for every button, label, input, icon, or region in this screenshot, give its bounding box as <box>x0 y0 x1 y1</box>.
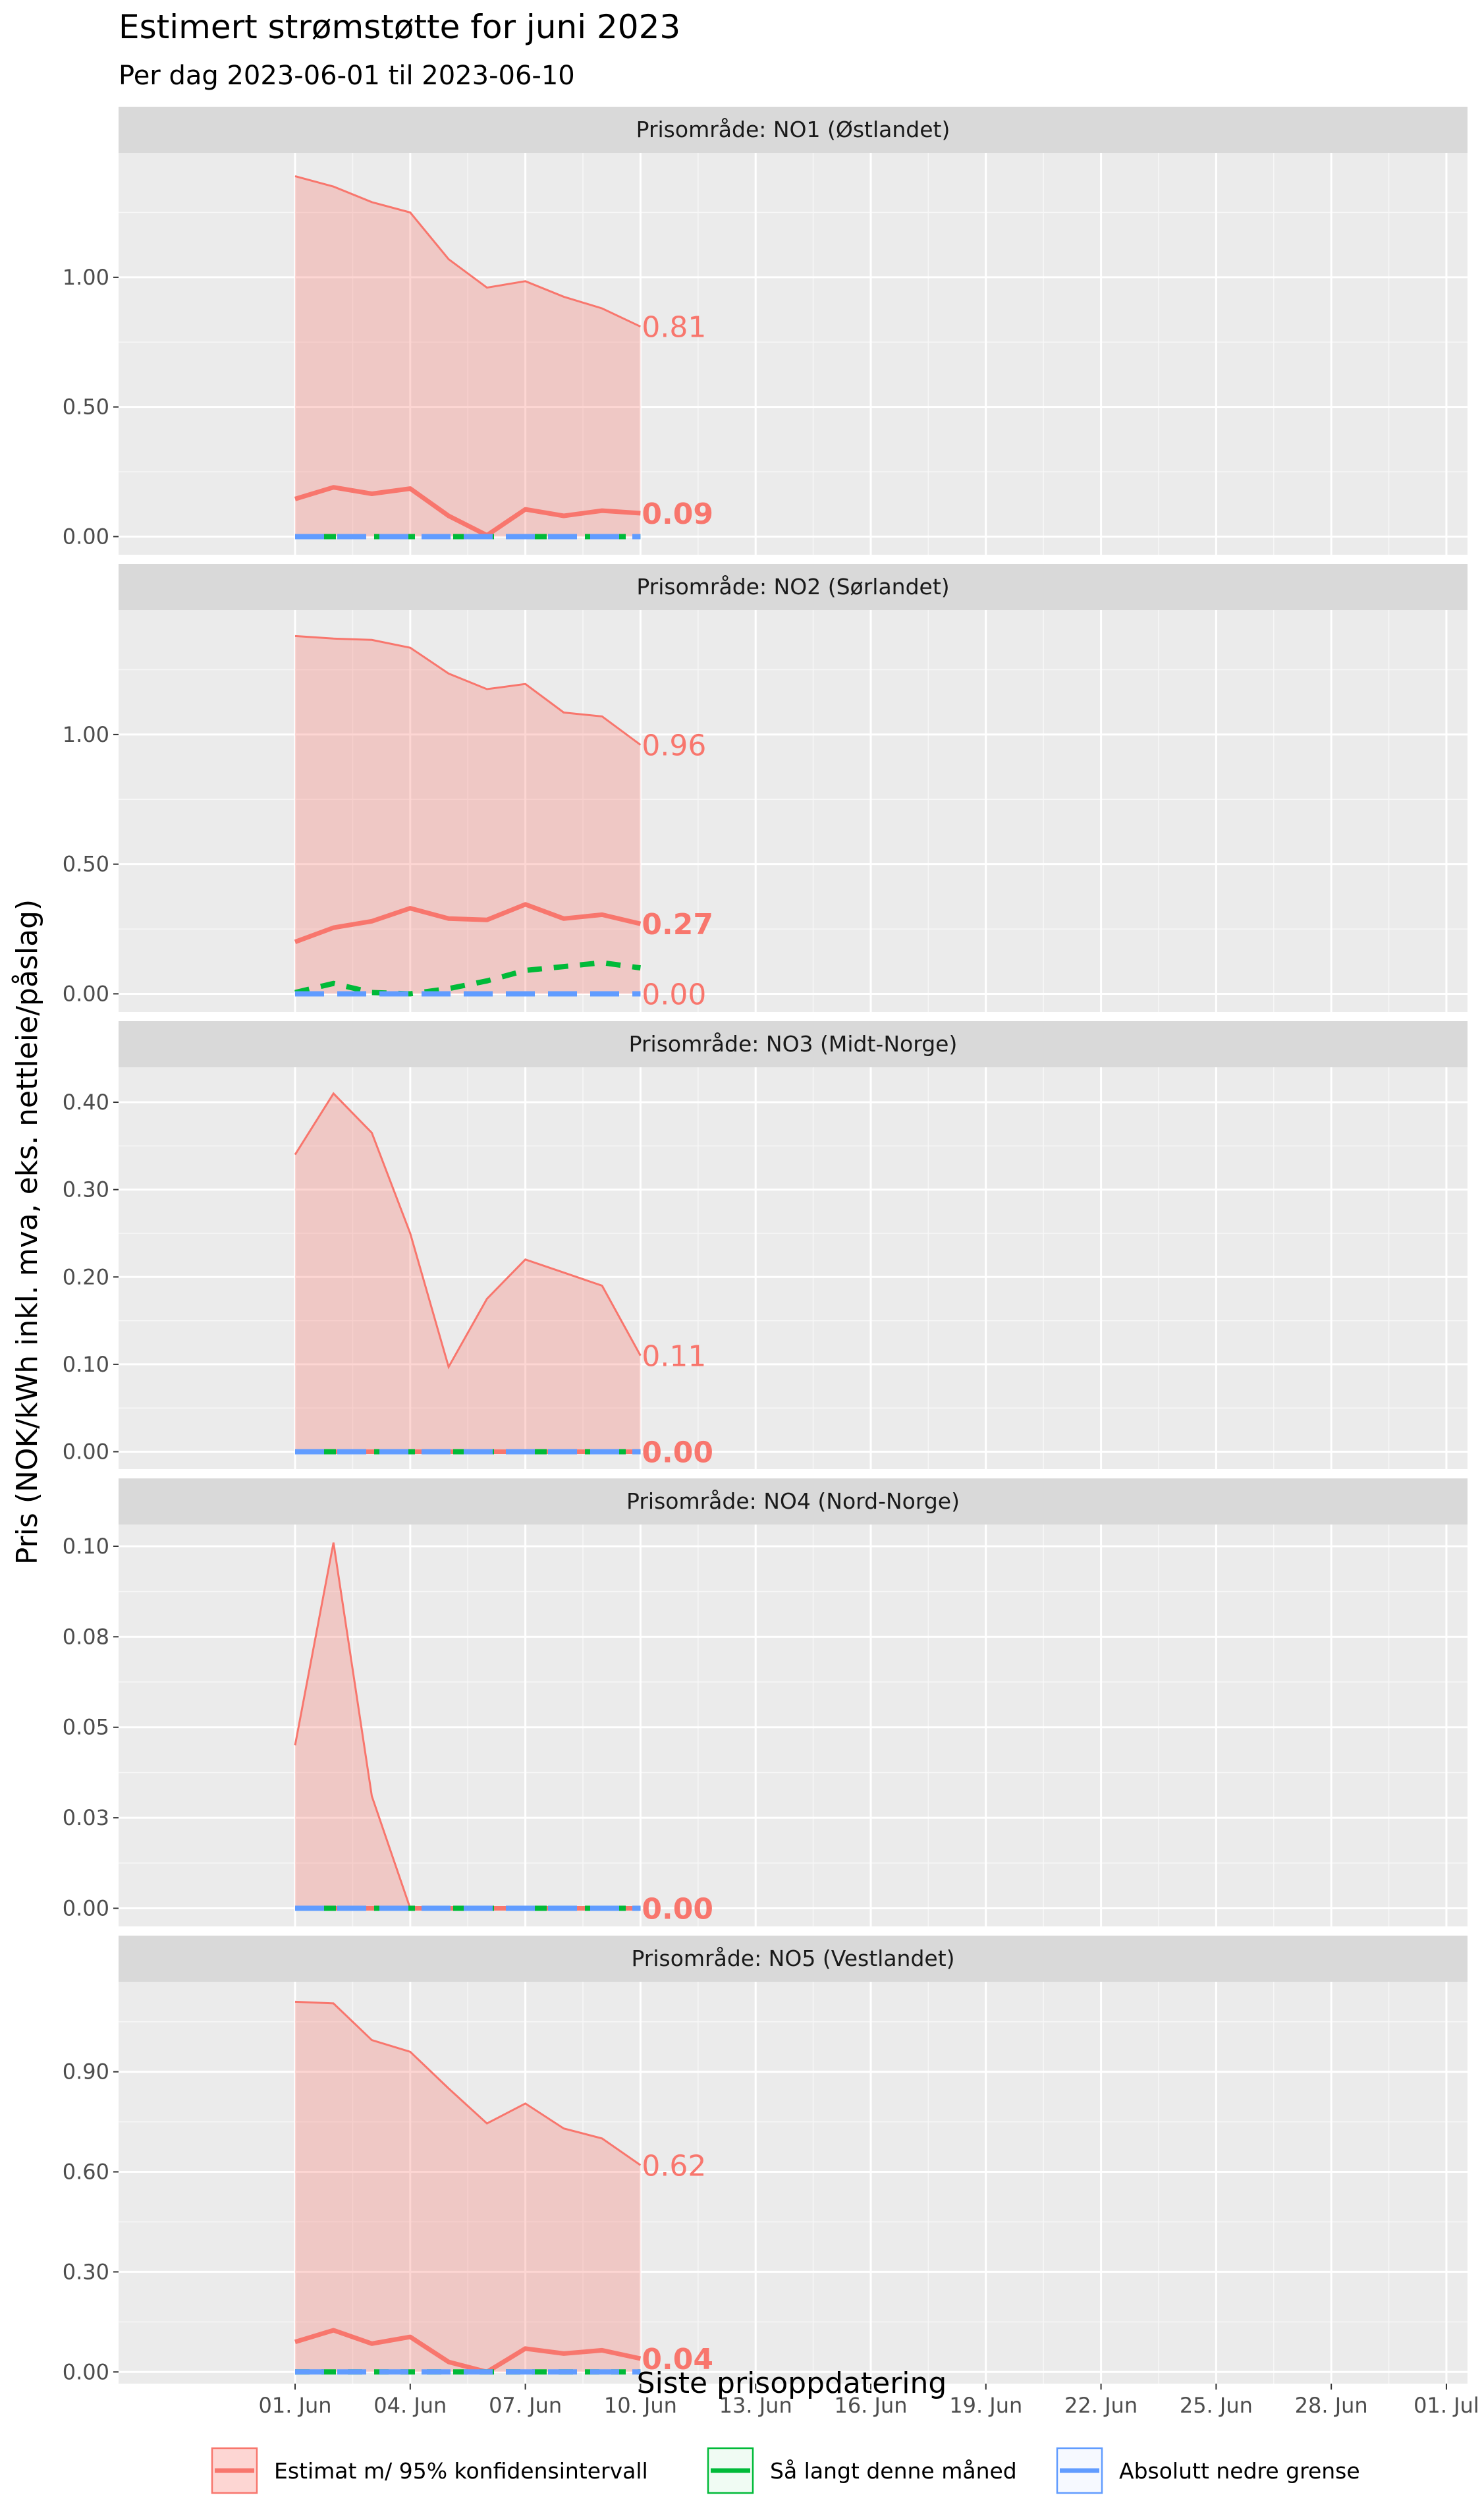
estimate-line <box>294 2328 642 2374</box>
y-axis-title: Pris (NOK/kWh inkl. mva, eks. nettleie/p… <box>11 899 44 1565</box>
panel-strip <box>119 1021 1468 1067</box>
y-tick-label: 0.00 <box>63 2359 109 2384</box>
panel-strip <box>119 1478 1468 1525</box>
upper-bound-line <box>294 2000 642 2166</box>
estimate-line <box>294 902 642 944</box>
y-tick-label: 0.00 <box>63 1439 109 1464</box>
confidence-band <box>295 1542 641 1909</box>
y-tick-label: 0.20 <box>63 1264 109 1289</box>
y-tick-label: 0.03 <box>63 1805 109 1830</box>
legend-item: Absolutt nedre grense <box>1056 2447 1360 2494</box>
end-value-label: 0.62 <box>642 2149 706 2183</box>
panel-3: Prisområde: NO3 (Midt-Norge) 0.00 0.10 0.20… <box>63 1021 1468 1469</box>
x-tick-label: 01. Jul <box>1413 2393 1479 2418</box>
y-tick-label: 0.10 <box>63 1534 109 1559</box>
x-tick-label: 13. Jun <box>719 2393 792 2418</box>
panel-strip <box>119 107 1468 153</box>
panel-background <box>119 1982 1468 2384</box>
y-tick-label: 0.60 <box>63 2160 109 2185</box>
y-tick-label: 0.50 <box>63 395 109 420</box>
end-value-label: 0.27 <box>642 908 713 941</box>
y-tick-label: 0.40 <box>63 1090 109 1115</box>
panel-5: Prisområde: NO5 (Vestlandet) 0.00 0.30 0.60… <box>63 1936 1468 2384</box>
confidence-band <box>295 176 641 537</box>
panel-strip-label: Prisområde: NO1 (Østlandet) <box>636 117 950 142</box>
panel-strip-label: Prisområde: NO3 (Midt-Norge) <box>629 1031 958 1057</box>
confidence-band <box>295 2002 641 2372</box>
end-value-label: 0.00 <box>642 1436 713 1469</box>
x-tick-label: 01. Jun <box>258 2393 331 2418</box>
y-tick-label: 0.00 <box>63 1896 109 1921</box>
y-tick-label: 0.05 <box>63 1715 109 1740</box>
panel-4: Prisområde: NO4 (Nord-Norge) 0.00 0.03 0.05… <box>63 1478 1468 1926</box>
upper-bound-line <box>294 175 642 328</box>
panel-2: Prisområde: NO2 (Sørlandet) 0.00 0.50 1.00 0… <box>63 564 1468 1012</box>
x-axis: 01. Jun 04. Jun 07. Jun 10. Jun 13. Jun 16. J… <box>258 2384 1479 2418</box>
legend: Estimat m/ 95% konfidensintervall Så lang… <box>211 2447 1360 2494</box>
estimate-line <box>294 485 641 538</box>
y-tick-label: 0.30 <box>63 1177 109 1202</box>
panel-strip-label: Prisområde: NO4 (Nord-Norge) <box>626 1488 960 1514</box>
upper-bound-line <box>294 634 642 746</box>
x-axis-title: Siste prisoppdatering <box>637 2366 947 2400</box>
facet-panels: Prisområde: NO1 (Østlandet) 0.00 0.50 1.00 0… <box>63 107 1468 2384</box>
y-tick-label: 0.90 <box>63 2059 109 2085</box>
chart-subtitle: Per dag 2023-06-01 til 2023-06-10 <box>119 61 575 91</box>
legend-label: Estimat m/ 95% konfidensintervall <box>274 2458 648 2484</box>
panel-1: Prisområde: NO1 (Østlandet) 0.00 0.50 1.00 0… <box>63 107 1468 555</box>
x-tick-label: 10. Jun <box>604 2393 677 2418</box>
end-value-label: 0.00 <box>642 978 706 1011</box>
y-tick-label: 1.00 <box>63 722 109 747</box>
x-tick-label: 16. Jun <box>834 2393 907 2418</box>
panel-strip <box>119 564 1468 610</box>
end-value-label: 0.11 <box>642 1340 706 1374</box>
y-tick-label: 0.10 <box>63 1352 109 1377</box>
y-tick-label: 1.00 <box>63 265 109 290</box>
confidence-band <box>295 1093 641 1452</box>
panel-background <box>119 610 1468 1012</box>
end-value-label: 0.04 <box>642 2343 713 2376</box>
end-value-label: 0.81 <box>642 311 706 345</box>
x-tick-label: 19. Jun <box>949 2393 1022 2418</box>
panel-background <box>119 1067 1468 1469</box>
y-tick-label: 0.50 <box>63 852 109 877</box>
panel-strip-label: Prisområde: NO5 (Vestlandet) <box>631 1946 954 1971</box>
end-value-label: 0.09 <box>642 497 713 531</box>
x-tick-label: 04. Jun <box>373 2393 447 2418</box>
y-tick-label: 0.30 <box>63 2259 109 2284</box>
legend-item: Så langt denne måned <box>707 2447 1017 2494</box>
x-tick-label: 07. Jun <box>489 2393 562 2418</box>
panel-strip-label: Prisområde: NO2 (Sørlandet) <box>636 574 949 600</box>
chart-title: Estimert strømstøtte for juni 2023 <box>119 8 680 46</box>
legend-item: Estimat m/ 95% konfidensintervall <box>211 2447 648 2494</box>
panel-strip <box>119 1936 1468 1982</box>
end-value-label: 0.00 <box>642 1893 713 1926</box>
x-tick-label: 25. Jun <box>1180 2393 1253 2418</box>
end-value-label: 0.96 <box>642 729 706 763</box>
y-tick-label: 0.08 <box>63 1624 109 1649</box>
x-tick-label: 22. Jun <box>1064 2393 1138 2418</box>
legend-label: Absolutt nedre grense <box>1119 2458 1360 2484</box>
y-tick-label: 0.00 <box>63 524 109 549</box>
x-tick-label: 28. Jun <box>1295 2393 1368 2418</box>
legend-label: Så langt denne måned <box>770 2458 1017 2484</box>
confidence-band <box>295 636 641 994</box>
y-tick-label: 0.00 <box>63 981 109 1006</box>
upper-bound-line <box>294 1092 642 1370</box>
so-far-line <box>294 960 641 997</box>
